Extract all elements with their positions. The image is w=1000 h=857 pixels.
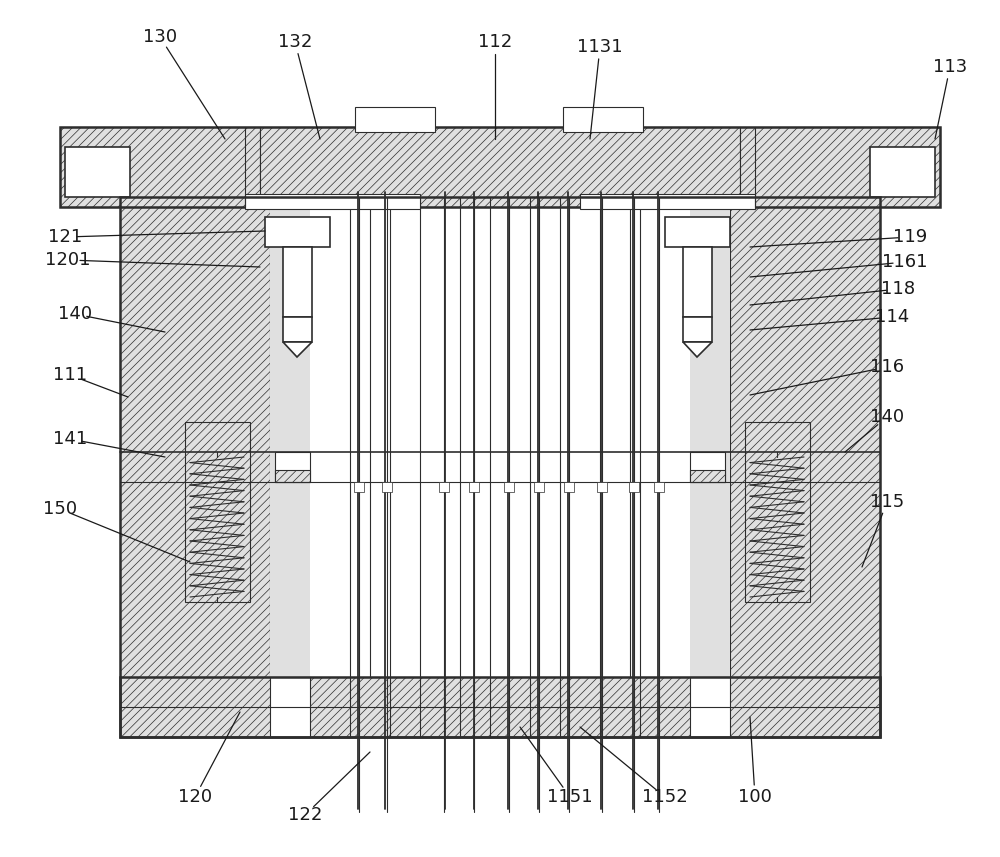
Bar [690, 197, 880, 737]
Bar [690, 197, 730, 737]
Text: 100: 100 [738, 788, 772, 806]
Text: 115: 115 [870, 493, 904, 511]
Text: 121: 121 [48, 228, 82, 246]
Bar [690, 677, 730, 737]
Text: 140: 140 [58, 305, 92, 323]
Text: 141: 141 [53, 430, 87, 448]
Bar [245, 194, 420, 209]
Bar [60, 127, 260, 207]
Bar [563, 107, 643, 132]
Bar [690, 470, 725, 482]
Text: 130: 130 [143, 28, 177, 46]
Bar [275, 470, 310, 482]
Bar [283, 247, 312, 317]
Bar [310, 197, 690, 737]
Bar [185, 422, 250, 602]
Text: 116: 116 [870, 358, 904, 376]
Bar [275, 452, 310, 482]
Bar [564, 482, 574, 492]
Bar [270, 197, 370, 737]
Text: 114: 114 [875, 308, 909, 326]
Text: 150: 150 [43, 500, 77, 518]
Text: 132: 132 [278, 33, 312, 51]
Text: 1152: 1152 [642, 788, 688, 806]
Bar [265, 217, 330, 247]
Bar [382, 482, 392, 492]
Text: 1151: 1151 [547, 788, 593, 806]
Bar [120, 677, 880, 737]
Text: 1201: 1201 [45, 251, 91, 269]
Text: 118: 118 [881, 280, 915, 298]
Bar [260, 127, 740, 207]
Bar [870, 147, 935, 197]
Bar [120, 197, 880, 737]
Bar [665, 217, 730, 247]
Bar [745, 422, 810, 602]
Text: 111: 111 [53, 366, 87, 384]
Bar [740, 127, 940, 207]
Bar [597, 482, 607, 492]
Bar [690, 452, 725, 482]
Bar [270, 677, 310, 737]
Bar [469, 482, 479, 492]
Polygon shape [683, 342, 712, 357]
Text: 1131: 1131 [577, 38, 623, 56]
Bar [120, 677, 880, 737]
Bar [120, 197, 310, 737]
Text: 119: 119 [893, 228, 927, 246]
Text: 1161: 1161 [882, 253, 928, 271]
Bar [534, 482, 544, 492]
Bar [355, 107, 435, 132]
Bar [580, 194, 755, 209]
Bar [629, 482, 639, 492]
Text: 113: 113 [933, 58, 967, 76]
Bar [65, 147, 130, 197]
Text: 120: 120 [178, 788, 212, 806]
Bar [630, 197, 730, 737]
Bar [354, 482, 364, 492]
Bar [270, 197, 310, 737]
Text: 122: 122 [288, 806, 322, 824]
Bar [504, 482, 514, 492]
Polygon shape [283, 342, 312, 357]
Bar [654, 482, 664, 492]
Text: 140: 140 [870, 408, 904, 426]
Bar [683, 317, 712, 342]
Text: 112: 112 [478, 33, 512, 51]
Bar [283, 317, 312, 342]
Bar [683, 247, 712, 317]
Bar [60, 127, 940, 207]
Bar [439, 482, 449, 492]
